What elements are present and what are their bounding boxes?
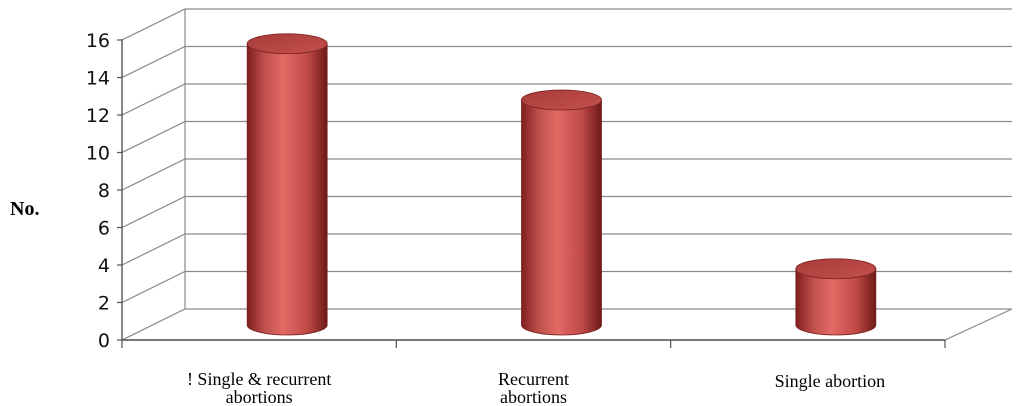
- bar: [246, 33, 328, 336]
- x-tick-label: ! Single & recurrent: [187, 369, 331, 389]
- axes: [117, 9, 1013, 348]
- gridline: [121, 8, 1012, 41]
- y-tick-label: 8: [98, 180, 110, 202]
- x-tick-label: Single abortion: [775, 371, 886, 391]
- y-tick-label: 14: [86, 68, 110, 90]
- y-tick-label: 2: [98, 293, 110, 315]
- y-tick-label: 6: [98, 218, 110, 240]
- x-tick-label: abortions: [226, 387, 293, 406]
- y-axis-label: No.: [10, 198, 39, 220]
- y-tick-label: 12: [86, 105, 110, 127]
- x-tick-label: abortions: [500, 387, 567, 406]
- bar: [521, 89, 602, 336]
- bar-body: [521, 99, 602, 336]
- y-tick-label: 16: [86, 30, 110, 52]
- bar-body: [246, 43, 328, 336]
- y-tick-label: 4: [98, 255, 110, 277]
- y-tick-label: 0: [98, 330, 110, 352]
- bars: [246, 33, 877, 336]
- bar-top: [246, 33, 328, 55]
- bar-body: [795, 268, 877, 336]
- bar-top: [521, 89, 602, 111]
- bar-top: [795, 258, 877, 280]
- bar: [795, 258, 877, 336]
- y-tick-label: 10: [86, 143, 110, 165]
- x-tick-label: Recurrent: [498, 369, 569, 389]
